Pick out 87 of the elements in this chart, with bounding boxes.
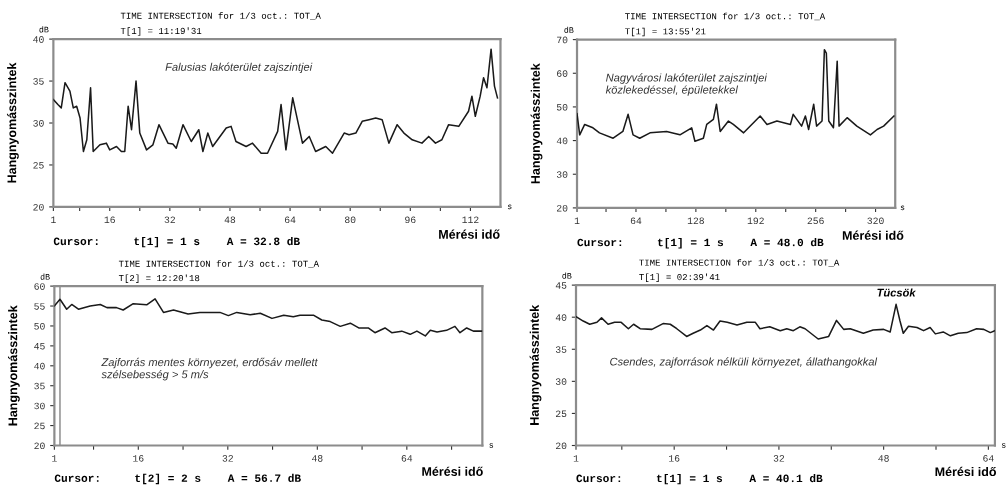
y-tick-label: 60 bbox=[34, 283, 45, 290]
y-axis-title: Hangnyomásszintek bbox=[530, 63, 543, 184]
x-tick-label: 32 bbox=[222, 455, 233, 462]
annotation: Falusias lakóterület zajszintjei bbox=[165, 62, 313, 74]
annotation: Csendes, zajforrások nélküli környezet, állathangokkal bbox=[610, 357, 878, 368]
text: Cursor: t[1] = 1 s A = 48.0 dB bbox=[577, 238, 824, 249]
line-series bbox=[576, 303, 995, 340]
text: dB bbox=[39, 26, 49, 33]
y-tick-label: 45 bbox=[555, 282, 567, 289]
x-tick-label: 64 bbox=[401, 455, 413, 462]
x-tick-label: 192 bbox=[747, 217, 764, 225]
y-tick-label: 35 bbox=[555, 346, 567, 353]
annotation: Nagyvárosi lakóterület zajszintjei közlekedéssel, épületekkel bbox=[605, 73, 768, 96]
text: s bbox=[1001, 443, 1006, 448]
chart-title: TIME INTERSECTION for 1/3 oct.: TOT_A bbox=[120, 12, 321, 20]
y-tick-label: 20 bbox=[555, 442, 567, 450]
chart-title: TIME INTERSECTION for 1/3 oct.: TOT_A bbox=[625, 12, 826, 21]
y-tick-label: 20 bbox=[34, 442, 45, 450]
y-tick-label: 70 bbox=[557, 36, 568, 44]
x-tick-label: 32 bbox=[773, 455, 785, 462]
y-tick-label: 40 bbox=[33, 36, 44, 43]
x-tick-label: 64 bbox=[630, 217, 642, 225]
chart-subtitle: T[1] = 11:19'31 bbox=[120, 27, 202, 36]
y-tick-label: 30 bbox=[34, 402, 45, 410]
y-axis-title: Hangnyomásszintek bbox=[6, 62, 19, 183]
text: Cursor: t[2] = 2 s A = 56.7 dB bbox=[54, 473, 301, 485]
x-axis-title: Mérési idő bbox=[422, 466, 483, 476]
y-tick-label: 30 bbox=[33, 120, 44, 127]
y-tick-label: 40 bbox=[555, 314, 567, 321]
y-tick-label: 25 bbox=[555, 410, 567, 418]
chart-title: TIME INTERSECTION for 1/3 oct.: TOT_A bbox=[639, 259, 840, 267]
y-tick-label: 50 bbox=[556, 103, 568, 111]
text: dB bbox=[564, 26, 574, 33]
line-series bbox=[53, 48, 499, 154]
x-tick-label: 128 bbox=[687, 217, 704, 225]
x-tick-label: 1 bbox=[52, 455, 57, 462]
text: Cursor: t[1] = 1 s A = 40.1 dB bbox=[576, 474, 823, 485]
y-tick-label: 35 bbox=[34, 382, 45, 390]
y-tick-label: 30 bbox=[555, 378, 567, 385]
annotation: Tücsök bbox=[877, 288, 916, 297]
x-tick-label: 112 bbox=[462, 216, 479, 223]
x-axis-title: Mérési idő bbox=[935, 466, 997, 477]
y-tick-label: 20 bbox=[557, 204, 568, 212]
chart-title: TIME INTERSECTION for 1/3 oct.: TOT_A bbox=[118, 260, 320, 268]
x-tick-label: 64 bbox=[284, 216, 296, 224]
y-tick-label: 40 bbox=[34, 362, 45, 370]
y-axis-title: Hangnyomásszintek bbox=[529, 304, 542, 425]
x-tick-label: 1 bbox=[51, 216, 56, 223]
y-axis-title: Hangnyomásszintek bbox=[7, 305, 20, 426]
x-tick-label: 16 bbox=[133, 455, 144, 462]
x-tick-label: 48 bbox=[311, 455, 323, 462]
x-tick-label: 32 bbox=[164, 216, 175, 224]
x-tick-label: 64 bbox=[983, 455, 994, 462]
annotation: Zajforrás mentes környezet, erdősáv mellett szélsebesség > 5 m/s bbox=[101, 357, 318, 381]
x-tick-label: 48 bbox=[878, 455, 889, 462]
line-series bbox=[577, 48, 895, 143]
x-axis-title: Mérési idő bbox=[842, 230, 904, 240]
text: s bbox=[489, 443, 494, 448]
x-tick-label: 80 bbox=[344, 216, 356, 224]
text: s bbox=[900, 205, 905, 211]
x-axis-title: Mérési idő bbox=[439, 229, 500, 239]
x-tick-label: 256 bbox=[807, 217, 824, 225]
y-tick-label: 40 bbox=[556, 137, 568, 145]
x-tick-label: 48 bbox=[224, 216, 236, 224]
x-tick-label: 320 bbox=[867, 217, 884, 225]
x-tick-label: 1 bbox=[573, 455, 579, 462]
y-tick-label: 20 bbox=[33, 203, 44, 211]
x-tick-label: 16 bbox=[669, 455, 680, 462]
text: dB bbox=[40, 273, 50, 280]
line-series bbox=[54, 298, 483, 337]
y-tick-label: 25 bbox=[33, 161, 44, 169]
y-tick-label: 30 bbox=[556, 171, 568, 178]
y-tick-label: 50 bbox=[34, 322, 45, 330]
chart-subtitle: T[2] = 12:20'18 bbox=[118, 274, 200, 283]
y-tick-label: 25 bbox=[34, 422, 45, 430]
y-tick-label: 55 bbox=[34, 303, 45, 310]
text: Cursor: t[1] = 1 s A = 32.8 dB bbox=[53, 236, 300, 248]
text: s bbox=[507, 204, 512, 210]
y-tick-label: 45 bbox=[34, 343, 45, 350]
y-tick-label: 35 bbox=[33, 78, 44, 85]
x-tick-label: 96 bbox=[405, 216, 416, 224]
chart-subtitle: T[1] = 02:39'41 bbox=[639, 273, 720, 282]
text: dB bbox=[562, 272, 572, 279]
x-tick-label: 1 bbox=[574, 217, 580, 224]
chart-subtitle: T[1] = 13:55'21 bbox=[625, 27, 706, 37]
x-tick-label: 16 bbox=[104, 216, 115, 224]
y-tick-label: 60 bbox=[557, 70, 568, 77]
